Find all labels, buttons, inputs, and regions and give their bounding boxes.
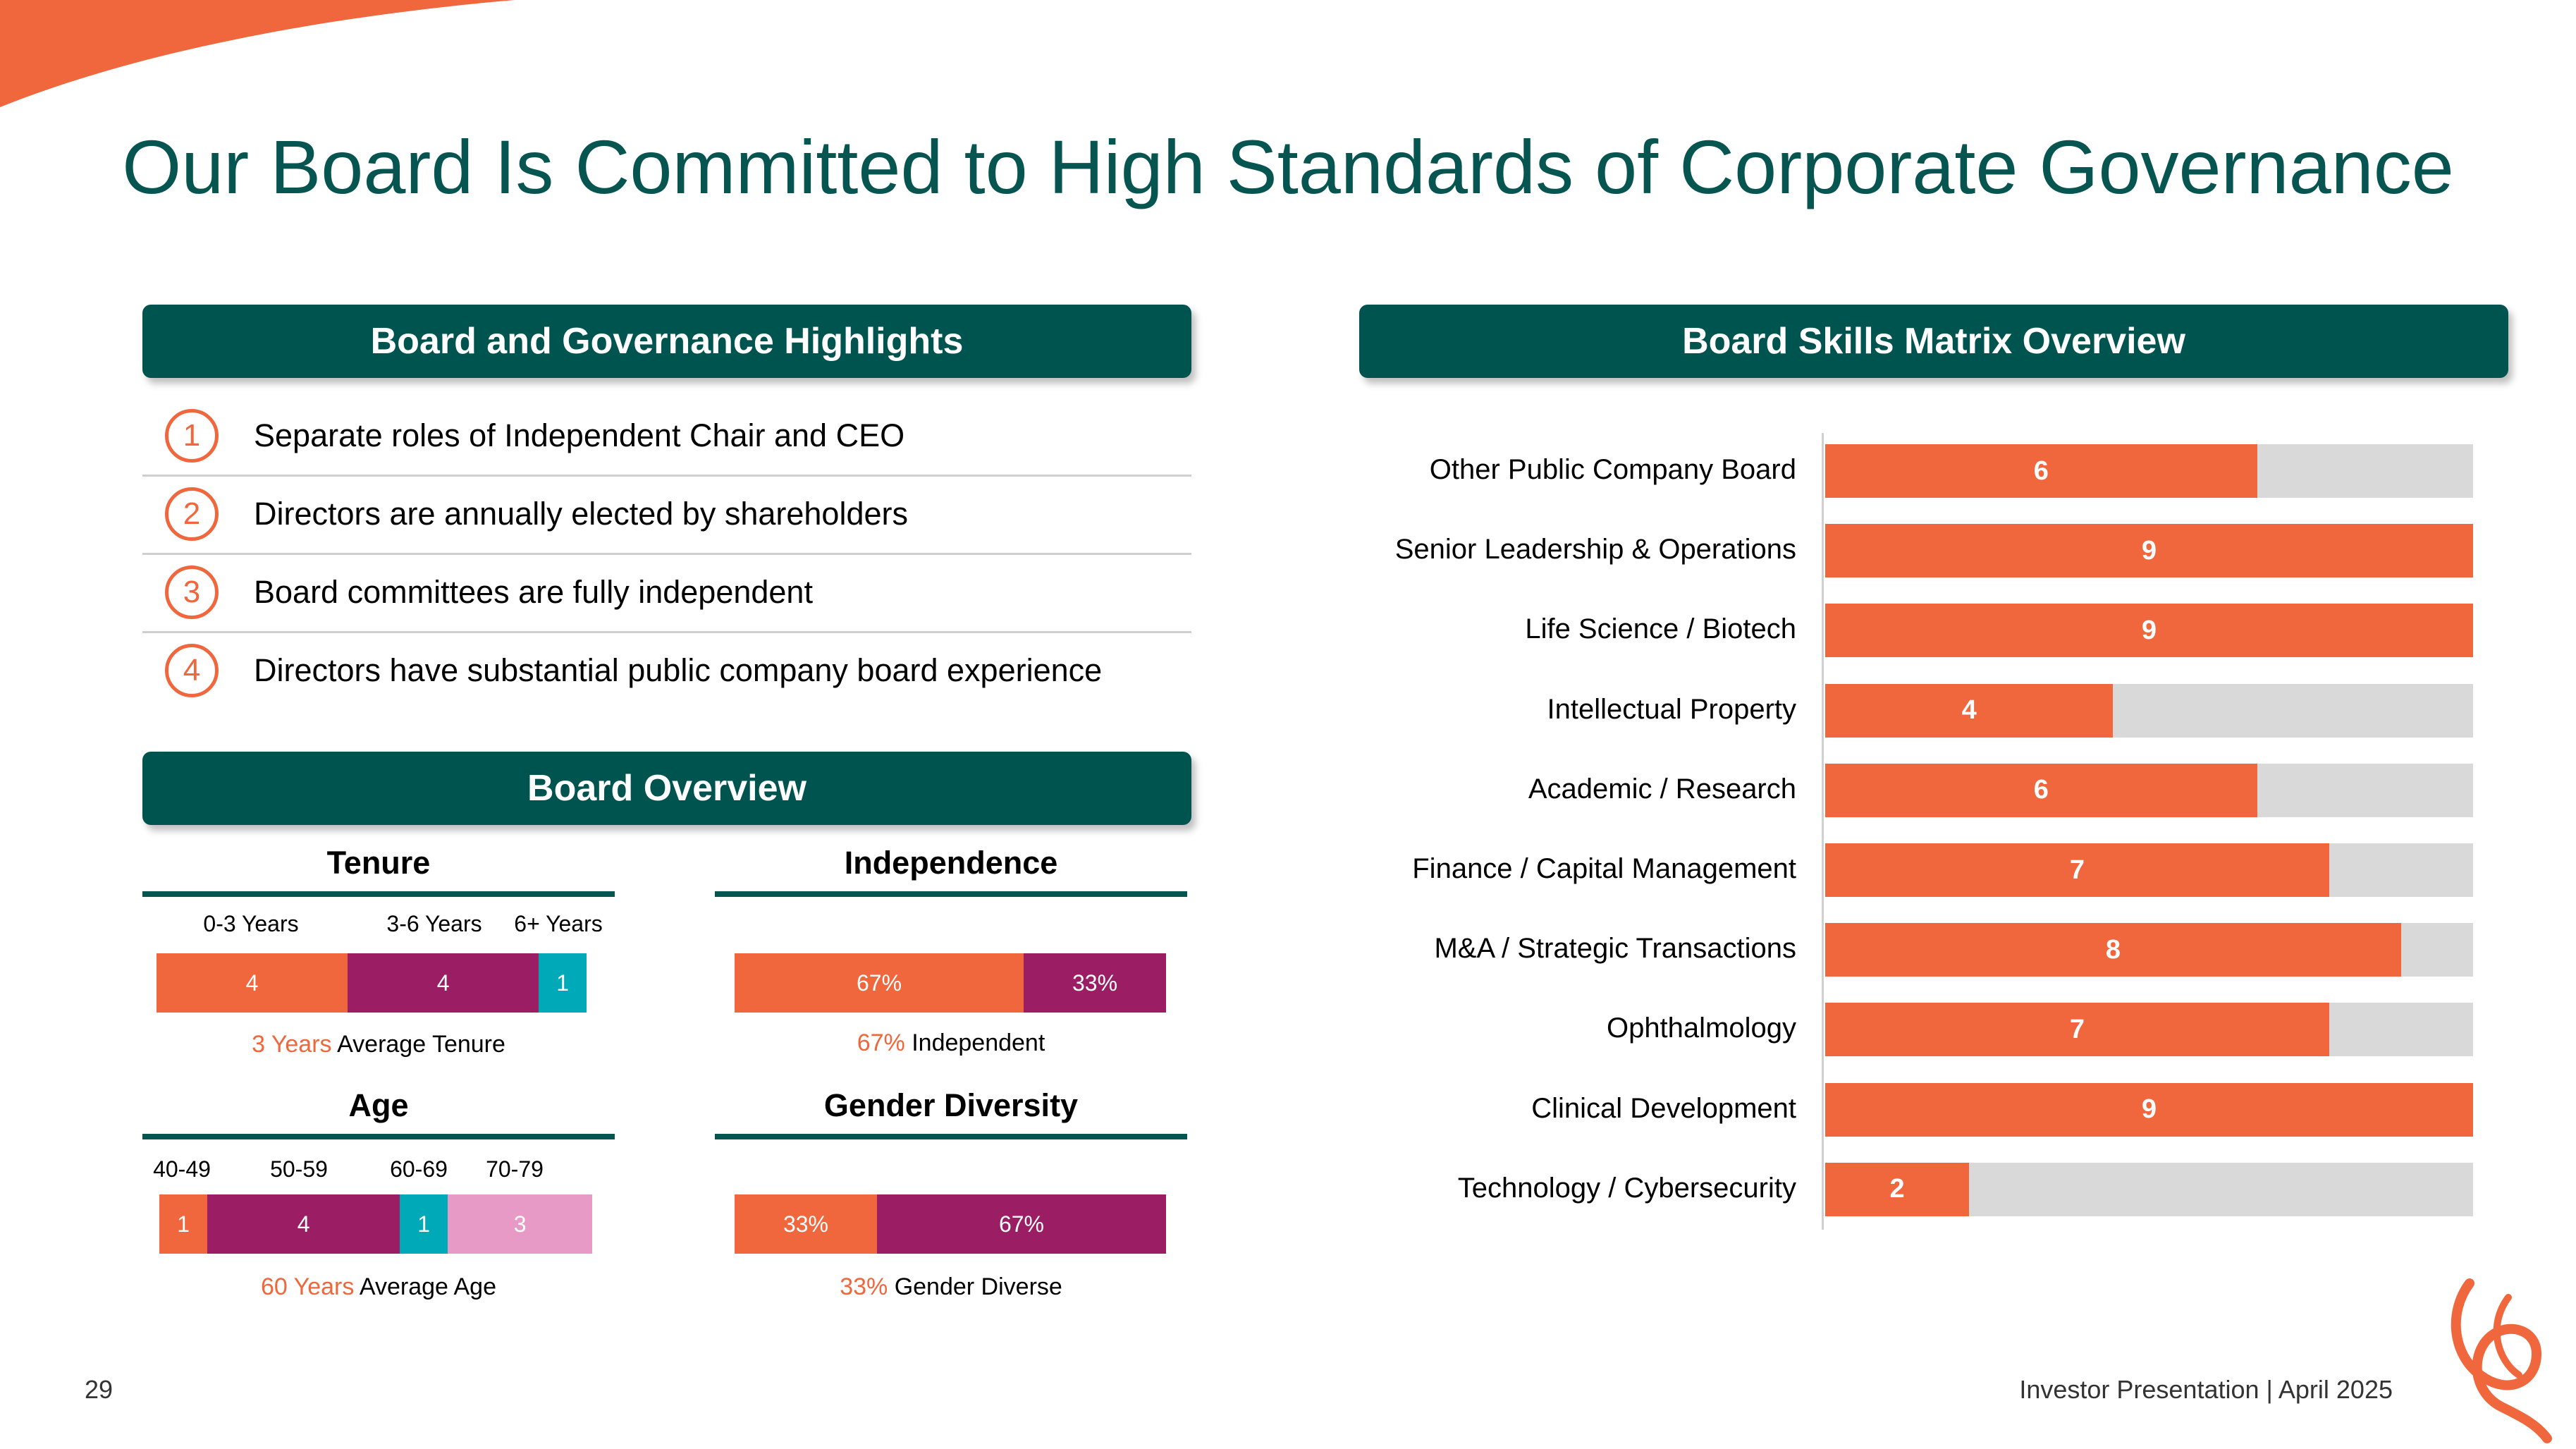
highlight-text: Separate roles of Independent Chair and …: [254, 417, 905, 453]
page-title: Our Board Is Committed to High Standards…: [122, 124, 2454, 209]
independence-segment: 67%: [735, 953, 1024, 1013]
tenure-category-label: 0-3 Years: [203, 911, 299, 936]
age-category-label: 40-49: [153, 1156, 211, 1182]
skill-bar-value-label: 4: [1961, 695, 1977, 726]
tenure-category-label: 3-6 Years: [386, 911, 482, 936]
highlight-number: 2: [165, 487, 219, 541]
skill-bar-value-label: 9: [2141, 535, 2157, 565]
page-number: 29: [85, 1375, 114, 1404]
gender-segment: 33%: [735, 1194, 877, 1254]
tenure-segment: 4: [157, 953, 348, 1013]
skill-bar-value-label: 7: [2069, 1014, 2085, 1044]
skill-category-label: Finance / Capital Management: [1412, 853, 1796, 884]
gender-segment: 67%: [876, 1194, 1166, 1254]
skill-bar: [1825, 763, 2257, 817]
skill-category-label: Life Science / Biotech: [1525, 613, 1796, 645]
independence-caption-text: Independent: [904, 1029, 1045, 1056]
highlight-number: 3: [165, 565, 219, 619]
tenure-title: Tenure: [142, 845, 615, 897]
skill-bar: [1825, 604, 2473, 658]
gender-stacked-bar: 33% 67%: [735, 1194, 1166, 1254]
skill-bar-value-label: 8: [2105, 934, 2121, 965]
age-category-label: 50-59: [270, 1156, 328, 1182]
skill-category-label: Technology / Cybersecurity: [1457, 1172, 1796, 1204]
corner-swoosh: [0, 0, 515, 107]
gender-caption-value: 33%: [840, 1273, 888, 1300]
age-category-label: 60-69: [390, 1156, 448, 1182]
skill-category-label: Senior Leadership & Operations: [1394, 534, 1796, 565]
skill-category-label: Clinical Development: [1531, 1092, 1796, 1124]
gender-caption: 33% Gender Diverse: [715, 1273, 1187, 1301]
age-caption: 60 Years Average Age: [142, 1273, 615, 1301]
skill-bar: [1825, 1162, 1970, 1216]
skill-bar-value-label: 2: [1889, 1174, 1905, 1204]
skill-bar: [1825, 444, 2257, 498]
skill-bar: [1825, 1082, 2473, 1137]
tenure-segment: 1: [539, 953, 587, 1013]
skills-axis-line: [1822, 433, 1824, 1230]
company-logo-icon: [2451, 1278, 2552, 1443]
age-segment: 1: [159, 1194, 208, 1254]
footer-text: Investor Presentation | April 2025: [2019, 1375, 2393, 1404]
tenure-caption-value: 3 Years: [252, 1031, 332, 1058]
highlight-number: 4: [165, 643, 219, 697]
skill-bar: [1825, 524, 2473, 578]
age-title: Age: [142, 1087, 615, 1139]
skill-category-label: Other Public Company Board: [1429, 454, 1796, 485]
skill-bar-value-label: 9: [2141, 1094, 2157, 1125]
skill-bar-value-label: 6: [2033, 456, 2049, 486]
skill-bar-value-label: 7: [2069, 855, 2085, 885]
highlight-item: 3 Board committees are fully independent: [142, 553, 1191, 633]
age-segment: 1: [400, 1194, 448, 1254]
age-segment: 3: [448, 1194, 592, 1254]
independence-caption: 67% Independent: [715, 1029, 1187, 1057]
highlight-item: 4 Directors have substantial public comp…: [142, 631, 1191, 709]
skill-bar-value-label: 9: [2141, 615, 2157, 645]
skill-bar: [1825, 843, 2329, 897]
skill-category-label: M&A / Strategic Transactions: [1434, 933, 1796, 965]
age-category-label: 70-79: [486, 1156, 544, 1182]
age-caption-value: 60 Years: [260, 1273, 355, 1300]
highlight-item: 2 Directors are annually elected by shar…: [142, 475, 1191, 555]
tenure-segment: 4: [348, 953, 539, 1013]
independence-title: Independence: [715, 845, 1187, 897]
board-overview-header: Board Overview: [142, 752, 1191, 825]
gender-title: Gender Diversity: [715, 1087, 1187, 1139]
age-segment: 4: [207, 1194, 400, 1254]
skill-category-label: Academic / Research: [1528, 773, 1796, 805]
tenure-category-label: 6+ Years: [514, 911, 603, 936]
highlights-header: Board and Governance Highlights: [142, 305, 1191, 378]
independence-stacked-bar: 67% 33%: [735, 953, 1166, 1013]
independence-segment: 33%: [1024, 953, 1166, 1013]
highlight-text: Directors are annually elected by shareh…: [254, 495, 908, 532]
skill-bar-value-label: 6: [2033, 775, 2049, 805]
skill-bar: [1825, 923, 2401, 977]
highlight-text: Directors have substantial public compan…: [254, 652, 1103, 688]
age-caption-text: Average Age: [354, 1273, 497, 1300]
tenure-caption-text: Average Tenure: [331, 1031, 505, 1058]
skill-bar: [1825, 683, 2114, 738]
highlight-number: 1: [165, 408, 219, 463]
skill-category-label: Ophthalmology: [1606, 1013, 1796, 1044]
highlight-item: 1 Separate roles of Independent Chair an…: [142, 396, 1191, 477]
highlight-text: Board committees are fully independent: [254, 573, 813, 610]
tenure-caption: 3 Years Average Tenure: [142, 1031, 615, 1058]
gender-caption-text: Gender Diverse: [888, 1273, 1062, 1300]
independence-caption-value: 67%: [857, 1029, 905, 1056]
skill-bar: [1825, 1003, 2329, 1057]
skills-header: Board Skills Matrix Overview: [1359, 305, 2508, 378]
skill-category-label: Intellectual Property: [1547, 693, 1796, 725]
